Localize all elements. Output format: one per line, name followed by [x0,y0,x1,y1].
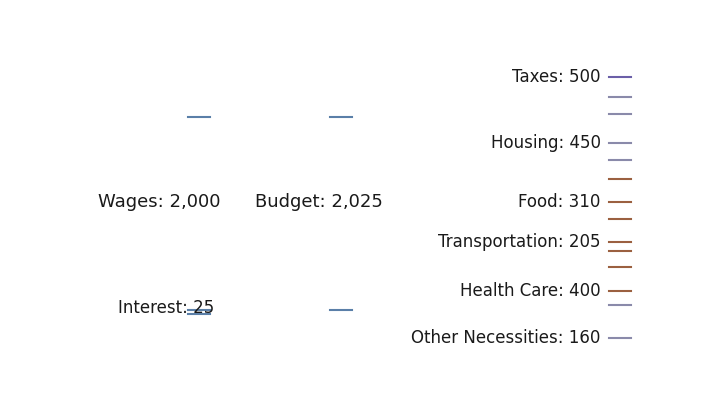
Text: Food: 310: Food: 310 [518,193,600,211]
Text: Budget: 2,025: Budget: 2,025 [255,193,382,211]
Text: Interest: 25: Interest: 25 [118,299,214,317]
Text: Housing: 450: Housing: 450 [490,134,600,152]
Text: Taxes: 500: Taxes: 500 [512,68,600,86]
Text: Wages: 2,000: Wages: 2,000 [99,193,221,211]
Text: Health Care: 400: Health Care: 400 [460,282,600,300]
Text: Other Necessities: 160: Other Necessities: 160 [411,328,600,346]
Text: Transportation: 205: Transportation: 205 [438,233,600,251]
